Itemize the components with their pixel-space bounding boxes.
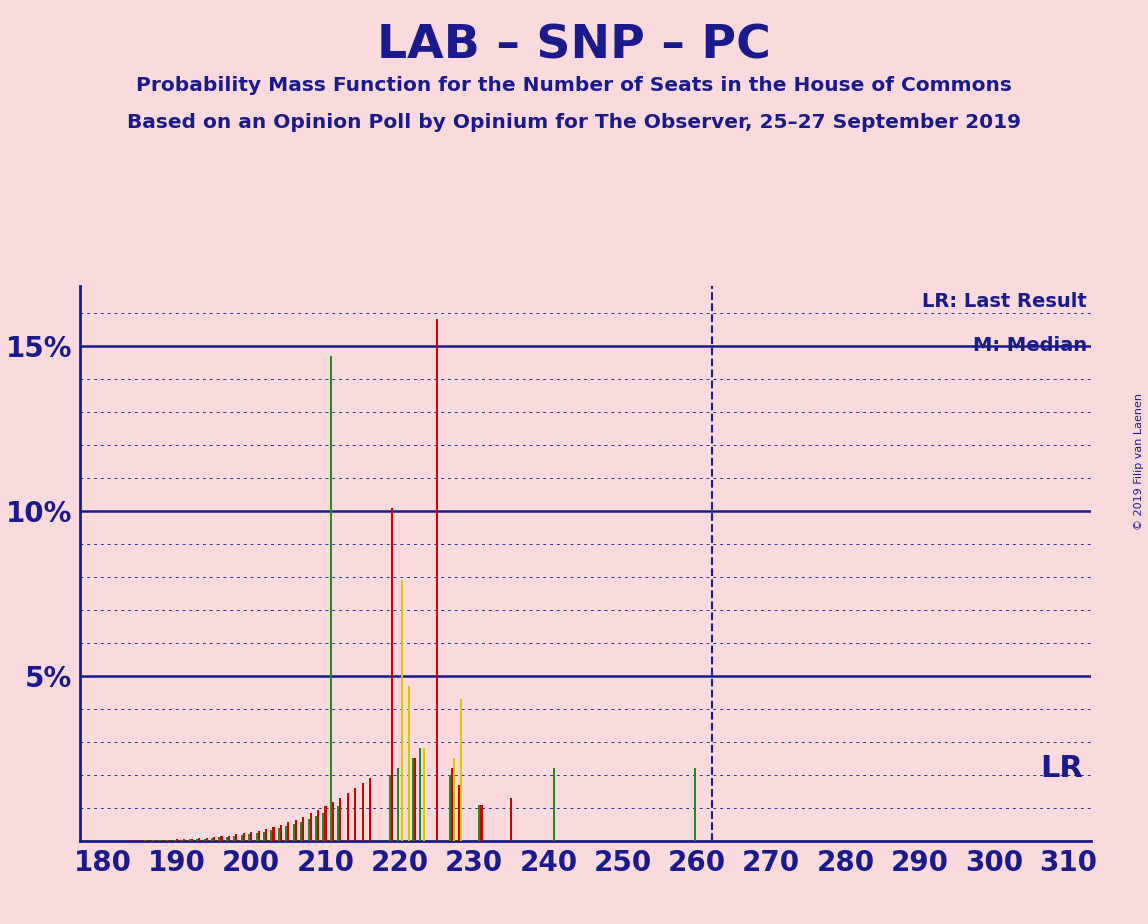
Bar bbox=[257, 831, 259, 841]
Bar bbox=[424, 748, 425, 841]
Bar bbox=[391, 507, 394, 841]
Text: LR: LR bbox=[1040, 754, 1084, 783]
Bar bbox=[323, 813, 325, 841]
Text: LR: Last Result: LR: Last Result bbox=[922, 292, 1087, 311]
Bar bbox=[196, 839, 199, 841]
Bar bbox=[332, 802, 334, 841]
Bar bbox=[218, 837, 220, 841]
Bar bbox=[211, 838, 214, 841]
Bar bbox=[302, 817, 304, 841]
Bar bbox=[325, 806, 326, 841]
Bar bbox=[409, 686, 410, 841]
Bar bbox=[250, 832, 253, 841]
Bar bbox=[263, 832, 265, 841]
Bar bbox=[293, 824, 295, 841]
Bar bbox=[401, 580, 403, 841]
Bar bbox=[355, 788, 356, 841]
Bar bbox=[173, 840, 176, 841]
Bar bbox=[347, 793, 349, 841]
Bar bbox=[161, 840, 163, 841]
Text: LAB – SNP – PC: LAB – SNP – PC bbox=[377, 23, 771, 68]
Text: © 2019 Filip van Laenen: © 2019 Filip van Laenen bbox=[1134, 394, 1143, 530]
Bar bbox=[458, 784, 460, 841]
Bar bbox=[205, 837, 208, 841]
Bar bbox=[479, 805, 481, 841]
Bar bbox=[248, 834, 250, 841]
Bar bbox=[413, 759, 416, 841]
Bar bbox=[188, 839, 191, 841]
Bar bbox=[181, 840, 184, 841]
Text: Based on an Opinion Poll by Opinium for The Observer, 25–27 September 2019: Based on an Opinion Poll by Opinium for … bbox=[127, 113, 1021, 132]
Bar bbox=[411, 759, 413, 841]
Bar bbox=[214, 837, 215, 841]
Text: Probability Mass Function for the Number of Seats in the House of Commons: Probability Mass Function for the Number… bbox=[137, 76, 1011, 95]
Bar bbox=[271, 830, 272, 841]
Bar bbox=[228, 835, 230, 841]
Bar bbox=[329, 356, 332, 841]
Bar bbox=[369, 778, 371, 841]
Text: M: Median: M: Median bbox=[972, 336, 1087, 356]
Bar bbox=[510, 798, 512, 841]
Bar bbox=[308, 819, 310, 841]
Bar bbox=[272, 827, 274, 841]
Bar bbox=[315, 816, 317, 841]
Bar bbox=[166, 840, 169, 841]
Bar bbox=[287, 822, 289, 841]
Bar bbox=[226, 836, 228, 841]
Bar bbox=[397, 768, 398, 841]
Bar bbox=[184, 839, 185, 841]
Bar bbox=[317, 809, 319, 841]
Bar bbox=[436, 320, 437, 841]
Bar bbox=[176, 839, 178, 841]
Bar bbox=[241, 835, 242, 841]
Bar bbox=[362, 784, 364, 841]
Bar bbox=[460, 699, 463, 841]
Bar bbox=[280, 825, 282, 841]
Bar bbox=[310, 813, 311, 841]
Bar bbox=[256, 833, 257, 841]
Bar bbox=[295, 820, 297, 841]
Bar bbox=[191, 839, 193, 841]
Bar bbox=[199, 838, 200, 841]
Bar bbox=[169, 840, 171, 841]
Bar bbox=[278, 828, 280, 841]
Bar bbox=[481, 805, 482, 841]
Bar bbox=[451, 768, 452, 841]
Bar bbox=[552, 768, 554, 841]
Bar bbox=[242, 833, 245, 841]
Bar bbox=[220, 836, 223, 841]
Bar bbox=[203, 839, 205, 841]
Bar bbox=[285, 826, 287, 841]
Bar bbox=[449, 775, 451, 841]
Bar bbox=[265, 829, 267, 841]
Bar bbox=[235, 834, 238, 841]
Bar bbox=[154, 840, 156, 841]
Bar bbox=[338, 806, 340, 841]
Bar bbox=[693, 768, 696, 841]
Bar bbox=[233, 836, 235, 841]
Bar bbox=[300, 821, 302, 841]
Bar bbox=[452, 759, 455, 841]
Bar bbox=[340, 797, 341, 841]
Bar bbox=[419, 748, 421, 841]
Bar bbox=[389, 775, 391, 841]
